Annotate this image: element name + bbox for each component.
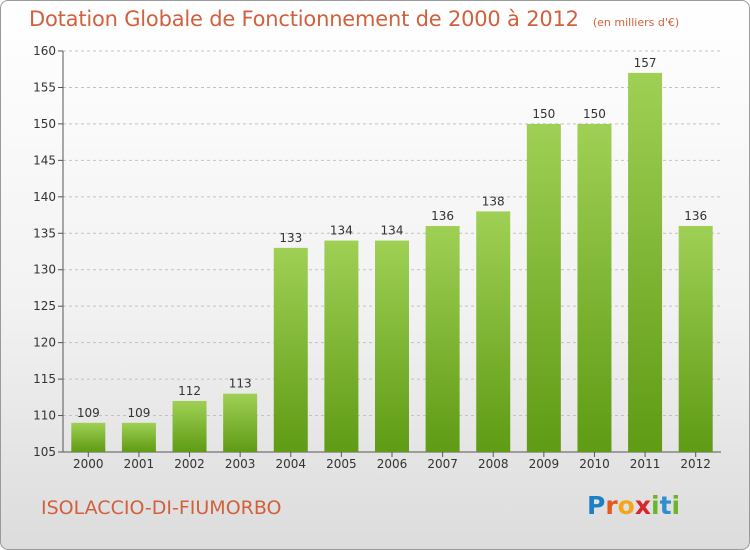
x-tick-label: 2008 [478, 457, 509, 471]
x-tick-label: 2004 [275, 457, 306, 471]
x-tick-label: 2006 [377, 457, 408, 471]
value-label: 133 [279, 231, 302, 245]
y-tick-label: 140 [33, 190, 56, 204]
logo-letter: i [671, 491, 681, 520]
x-tick-label: 2001 [124, 457, 155, 471]
x-tick-label: 2003 [225, 457, 256, 471]
axis-layer: 105 110 115 120 125 130 135 140 145 150 155 160 2000… [33, 44, 721, 471]
value-label: 157 [634, 56, 657, 70]
bar-layer [71, 72, 713, 452]
value-label: 136 [431, 209, 454, 223]
value-label: 112 [178, 384, 201, 398]
bar-2000 [71, 422, 106, 452]
y-tick-label: 105 [33, 445, 56, 459]
commune-name: ISOLACCIO-DI-FIUMORBO [41, 497, 282, 519]
logo-letter: i [651, 491, 660, 520]
x-tick-label: 2007 [427, 457, 458, 471]
y-tick-label: 155 [33, 80, 56, 94]
bar-2002 [172, 400, 207, 452]
value-label: 109 [127, 406, 150, 420]
y-tick-label: 150 [33, 117, 56, 131]
bar-2003 [223, 393, 258, 452]
bar-2012 [678, 225, 713, 452]
y-tick-label: 160 [33, 44, 56, 58]
y-tick-label: 130 [33, 263, 56, 277]
logo-letter: o [617, 491, 635, 520]
proxiti-logo: Proxiti [587, 491, 680, 520]
value-label: 113 [229, 377, 252, 391]
value-label: 138 [482, 194, 505, 208]
bar-2006 [375, 240, 409, 452]
logo-letter: x [634, 491, 651, 520]
y-tick-label: 110 [33, 409, 56, 423]
y-tick-label: 145 [33, 153, 56, 167]
x-tick-label: 2009 [529, 457, 560, 471]
y-tick-label: 125 [33, 299, 56, 313]
x-tick-label: 2012 [680, 457, 711, 471]
x-tick-label: 2000 [73, 457, 104, 471]
bar-2009 [526, 123, 561, 452]
value-label: 134 [330, 224, 353, 238]
bar-2004 [273, 247, 308, 452]
chart-title-block: Dotation Globale de Fonctionnement de 20… [29, 7, 679, 31]
bar-chart: 105 110 115 120 125 130 135 140 145 150 155 160 2000… [33, 44, 721, 471]
value-label: 109 [77, 406, 100, 420]
x-tick-label: 2002 [174, 457, 205, 471]
y-tick-label: 115 [33, 372, 56, 386]
value-label: 136 [684, 209, 707, 223]
bar-2001 [121, 422, 156, 452]
bar-2008 [476, 211, 511, 452]
x-tick-label: 2010 [579, 457, 610, 471]
value-label: 150 [532, 107, 555, 121]
y-tick-label: 135 [33, 226, 56, 240]
value-label: 134 [381, 224, 404, 238]
bar-2007 [425, 225, 460, 452]
bar-2010 [577, 123, 612, 452]
logo-letter: r [605, 491, 618, 520]
chart-subtitle: (en milliers d'€) [592, 16, 680, 29]
x-tick-label: 2011 [630, 457, 661, 471]
chart-title: Dotation Globale de Fonctionnement de 20… [29, 7, 579, 31]
logo-letter: t [659, 491, 672, 520]
bar-2011 [628, 72, 663, 452]
label-layer: 109 109 112 113 133 134 134 136 138 150 150 157 136 [77, 56, 707, 420]
y-tick-label: 120 [33, 336, 56, 350]
bar-2005 [324, 240, 359, 452]
value-label: 150 [583, 107, 606, 121]
x-tick-label: 2005 [326, 457, 357, 471]
logo-letter: P [587, 491, 606, 520]
